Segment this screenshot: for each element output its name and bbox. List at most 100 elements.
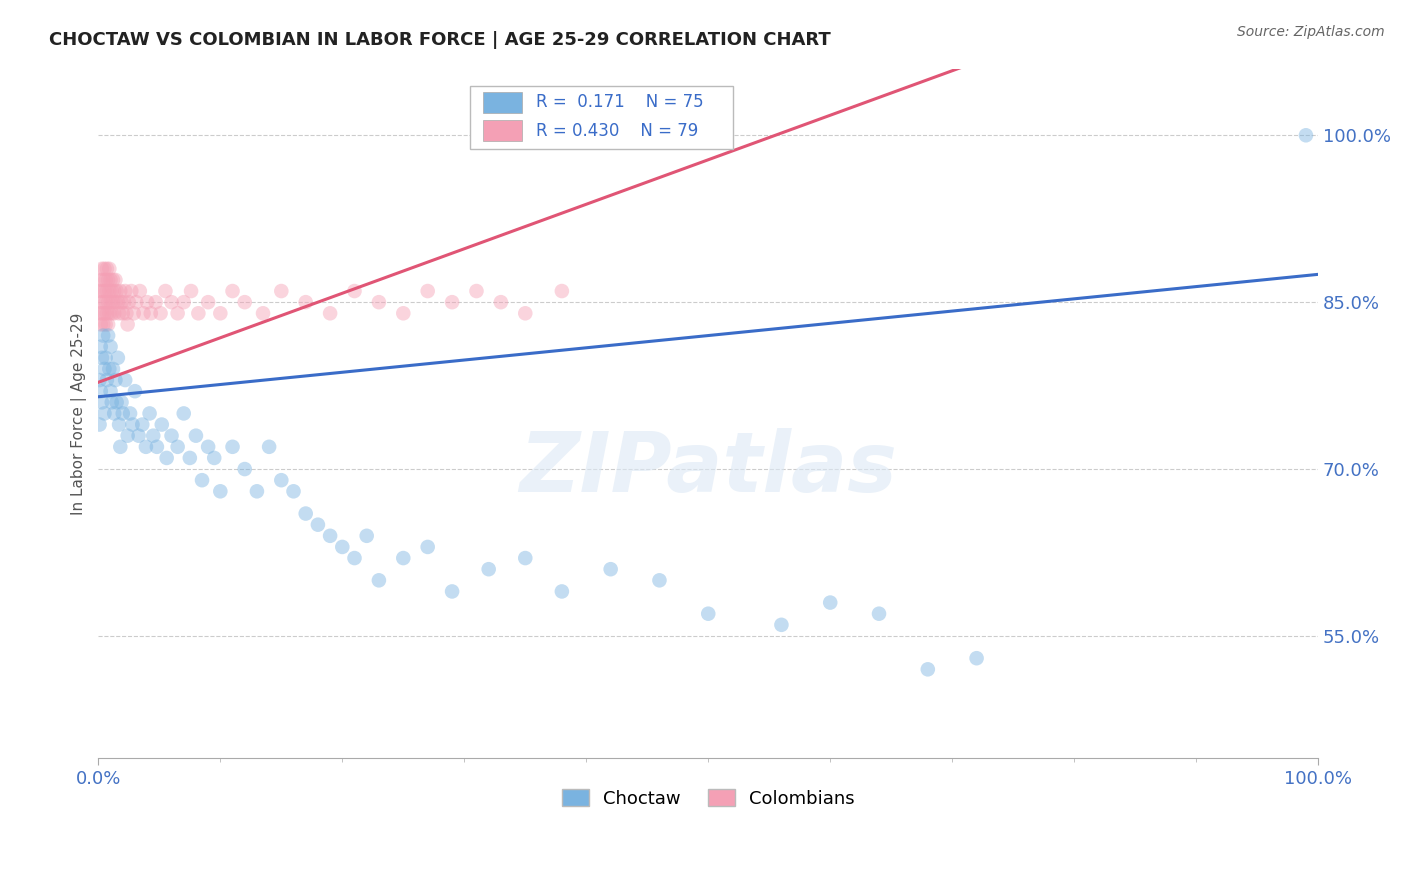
Point (100, 340, 122, 354)
Point (150, 417, 173, 432)
Point (117, 318, 139, 332)
Point (233, 295, 256, 310)
Point (100, 295, 122, 310)
Point (917, 662, 939, 676)
FancyBboxPatch shape (482, 92, 522, 112)
Point (515, 306, 537, 320)
Point (89, 417, 111, 432)
Point (202, 450, 225, 465)
Point (100, 306, 122, 320)
Point (868, 607, 890, 621)
Point (98, 362, 121, 376)
Point (117, 428, 139, 442)
Point (96, 373, 118, 387)
Point (307, 517, 329, 532)
Point (108, 306, 131, 320)
Point (392, 306, 415, 320)
Point (93, 261, 115, 276)
Point (108, 417, 131, 432)
Text: R = 0.430    N = 79: R = 0.430 N = 79 (536, 121, 699, 140)
Text: CHOCTAW VS COLOMBIAN IN LABOR FORCE | AGE 25-29 CORRELATION CHART: CHOCTAW VS COLOMBIAN IN LABOR FORCE | AG… (49, 31, 831, 49)
Point (197, 295, 219, 310)
Point (101, 295, 124, 310)
Point (356, 529, 378, 543)
Point (94, 318, 117, 332)
Point (90, 340, 112, 354)
Point (478, 562, 501, 576)
Point (96, 306, 118, 320)
Point (118, 295, 141, 310)
Point (209, 484, 232, 499)
Point (91, 395, 114, 409)
Point (121, 417, 143, 432)
Point (89, 284, 111, 298)
Point (90, 384, 112, 399)
Point (142, 428, 165, 442)
Point (166, 306, 188, 320)
Point (93, 362, 115, 376)
Point (252, 306, 274, 320)
Point (122, 306, 145, 320)
Point (648, 574, 671, 588)
Point (966, 651, 988, 665)
Point (91, 261, 114, 276)
Point (104, 373, 127, 387)
Point (179, 450, 201, 465)
Point (111, 406, 134, 420)
Point (343, 551, 366, 566)
Point (160, 295, 183, 310)
Point (103, 306, 125, 320)
Point (330, 540, 353, 554)
Point (94, 295, 117, 310)
Point (96, 261, 118, 276)
Point (166, 440, 188, 454)
Point (91, 273, 114, 287)
Point (100, 384, 122, 399)
Point (91, 306, 114, 320)
Point (139, 306, 162, 320)
Point (110, 295, 132, 310)
Point (120, 284, 142, 298)
Point (125, 295, 148, 310)
Point (221, 284, 243, 298)
Legend: Choctaw, Colombians: Choctaw, Colombians (554, 781, 862, 815)
Point (91, 318, 114, 332)
Point (107, 351, 129, 365)
Point (128, 428, 150, 442)
Point (283, 484, 305, 499)
Point (319, 529, 342, 543)
Point (97, 273, 120, 287)
Point (465, 284, 488, 298)
Point (156, 450, 179, 465)
Point (104, 295, 127, 310)
Point (104, 273, 127, 287)
Point (101, 362, 124, 376)
Point (441, 584, 464, 599)
Point (294, 295, 316, 310)
Point (89, 306, 111, 320)
Point (246, 484, 269, 499)
Point (105, 284, 128, 298)
Point (149, 306, 172, 320)
Point (91, 284, 114, 298)
Point (221, 440, 243, 454)
Point (94, 351, 117, 365)
Point (343, 284, 366, 298)
Point (107, 295, 129, 310)
Point (160, 428, 183, 442)
Point (114, 284, 136, 298)
Point (187, 306, 209, 320)
Point (367, 295, 389, 310)
Point (146, 440, 169, 454)
Point (191, 473, 214, 487)
Point (103, 406, 125, 420)
Point (818, 596, 841, 610)
Point (97, 318, 120, 332)
Point (173, 295, 195, 310)
Text: R =  0.171    N = 75: R = 0.171 N = 75 (536, 94, 704, 112)
Point (93, 406, 115, 420)
Point (599, 562, 621, 576)
Point (114, 373, 136, 387)
Point (128, 284, 150, 298)
Point (416, 284, 439, 298)
